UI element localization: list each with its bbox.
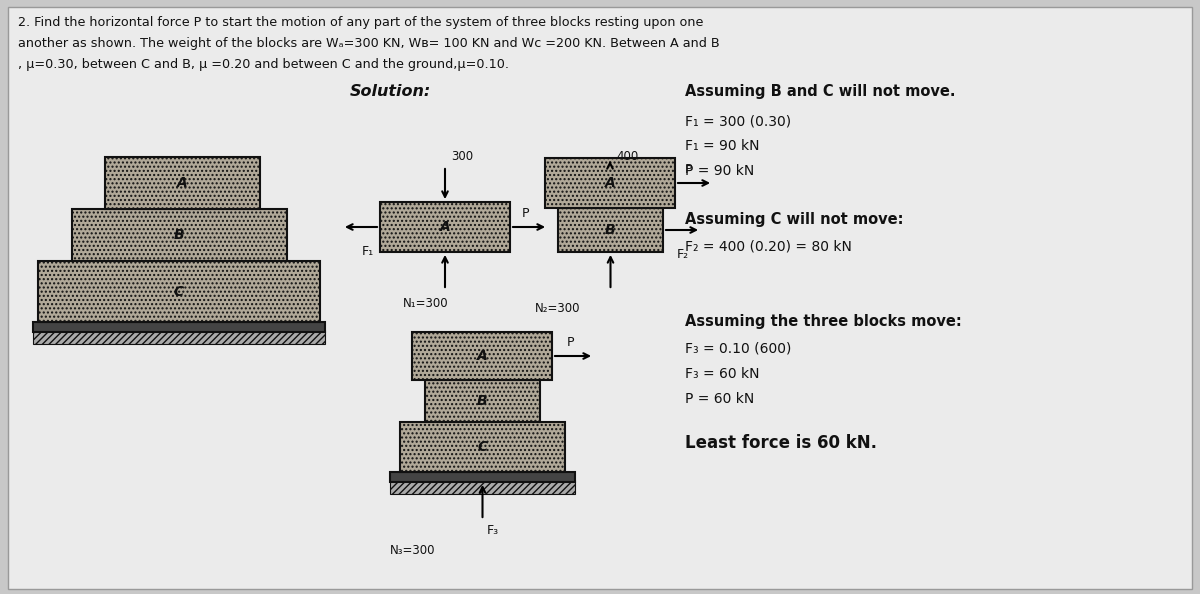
Text: F₃: F₃ [486, 524, 499, 537]
Text: P = 90 kN: P = 90 kN [685, 164, 755, 178]
Text: 300: 300 [451, 150, 473, 163]
Text: Assuming the three blocks move:: Assuming the three blocks move: [685, 314, 961, 329]
Text: N₃=300: N₃=300 [390, 544, 436, 557]
Text: Assuming B and C will not move.: Assuming B and C will not move. [685, 84, 955, 99]
Text: A: A [605, 176, 616, 190]
Text: A: A [476, 349, 487, 363]
Text: F₃ = 60 kN: F₃ = 60 kN [685, 367, 760, 381]
Text: F₁: F₁ [362, 245, 374, 258]
Text: F₃ = 0.10 (600): F₃ = 0.10 (600) [685, 342, 791, 356]
Text: Least force is 60 kN.: Least force is 60 kN. [685, 434, 877, 452]
Text: B: B [605, 223, 616, 237]
Text: P: P [522, 207, 529, 220]
Text: A: A [178, 176, 188, 190]
Text: C: C [478, 440, 487, 454]
Bar [34, 330, 325, 344]
Bar [34, 322, 325, 332]
Bar [558, 208, 662, 252]
Text: F₁ = 90 kN: F₁ = 90 kN [685, 139, 760, 153]
Text: A: A [439, 220, 450, 234]
Bar [390, 472, 575, 482]
Text: F₂: F₂ [677, 248, 689, 261]
Text: C: C [174, 285, 184, 299]
Bar [106, 157, 260, 209]
Text: P: P [568, 336, 575, 349]
Bar [400, 422, 565, 472]
Text: 2. Find the horizontal force P to start the motion of any part of the system of : 2. Find the horizontal force P to start … [18, 16, 703, 29]
Bar [72, 209, 287, 261]
Text: P: P [685, 163, 692, 176]
Text: F₁ = 300 (0.30): F₁ = 300 (0.30) [685, 114, 791, 128]
Text: F₂ = 400 (0.20) = 80 kN: F₂ = 400 (0.20) = 80 kN [685, 239, 852, 253]
Text: B: B [478, 394, 488, 408]
Text: , μ=0.30, between C and B, μ =0.20 and between C and the ground,μ=0.10.: , μ=0.30, between C and B, μ =0.20 and b… [18, 58, 509, 71]
Text: B: B [174, 228, 185, 242]
Text: N₂=300: N₂=300 [535, 302, 581, 315]
Bar [38, 261, 320, 322]
Text: Assuming C will not move:: Assuming C will not move: [685, 212, 904, 227]
Bar [545, 158, 674, 208]
Bar [390, 480, 575, 494]
Text: Solution:: Solution: [350, 84, 431, 99]
Text: N₁=300: N₁=300 [403, 297, 449, 310]
Text: P = 60 kN: P = 60 kN [685, 392, 755, 406]
Text: 400: 400 [616, 150, 638, 163]
Bar [425, 380, 540, 422]
Bar [412, 332, 552, 380]
Text: another as shown. The weight of the blocks are Wₐ=300 KN, Wʙ= 100 KN and Wᴄ =200: another as shown. The weight of the bloc… [18, 37, 720, 50]
Bar [380, 202, 510, 252]
